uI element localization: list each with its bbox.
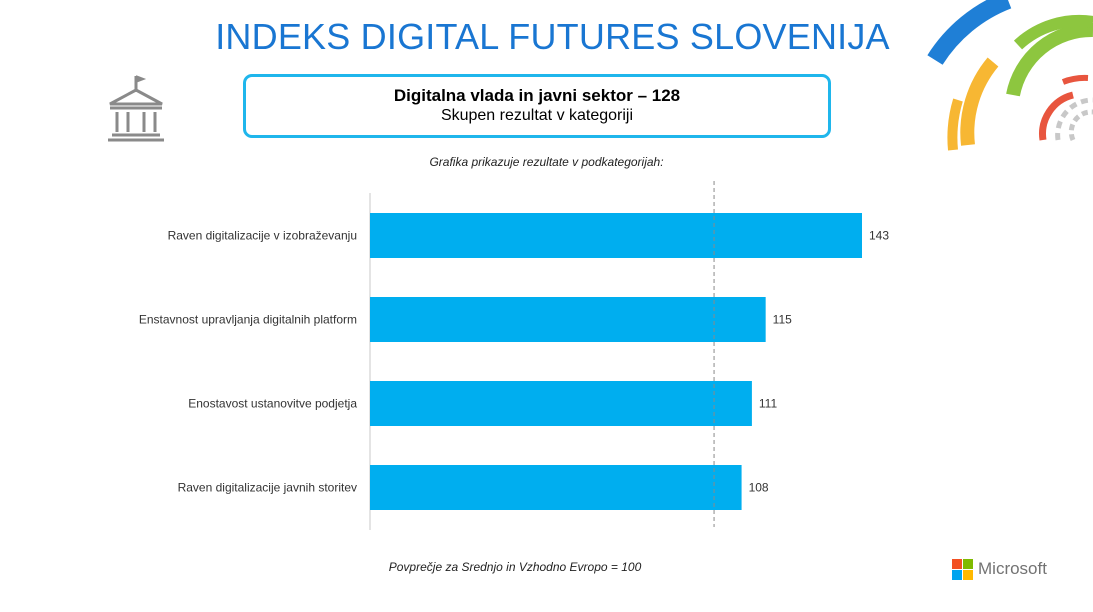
data-label: 115 (773, 313, 792, 327)
category-subtitle: Skupen rezultat v kategoriji (440, 107, 634, 124)
brand-name: Microsoft (978, 559, 1047, 578)
bar (370, 213, 862, 258)
category-title: Digitalna vlada in javni sektor – 128 (393, 86, 681, 105)
bar (370, 381, 752, 426)
colored-arcs-decoration (927, 0, 1093, 151)
data-label: 111 (759, 397, 778, 411)
category-label: Raven digitalizacije javnih storitev (178, 481, 357, 495)
government-building-icon (108, 75, 164, 142)
bar (370, 465, 742, 510)
bar (370, 297, 766, 342)
chart-caption: Grafika prikazuje rezultate v podkategor… (429, 155, 664, 169)
category-label: Enostavost ustanovitve podjetja (188, 397, 357, 411)
data-label: 143 (869, 229, 889, 243)
footnote: Povprečje za Srednjo in Vzhodno Evropo =… (388, 560, 642, 574)
data-label: 108 (749, 481, 769, 495)
category-score-box: Digitalna vlada in javni sektor – 128 Sk… (243, 74, 831, 138)
category-label: Enstavnost upravljanja digitalnih platfo… (139, 313, 357, 327)
category-label: Raven digitalizacije v izobraževanju (168, 229, 357, 243)
microsoft-logo-icon (952, 559, 973, 580)
page-title: INDEKS DIGITAL FUTURES SLOVENIJA (215, 16, 890, 57)
